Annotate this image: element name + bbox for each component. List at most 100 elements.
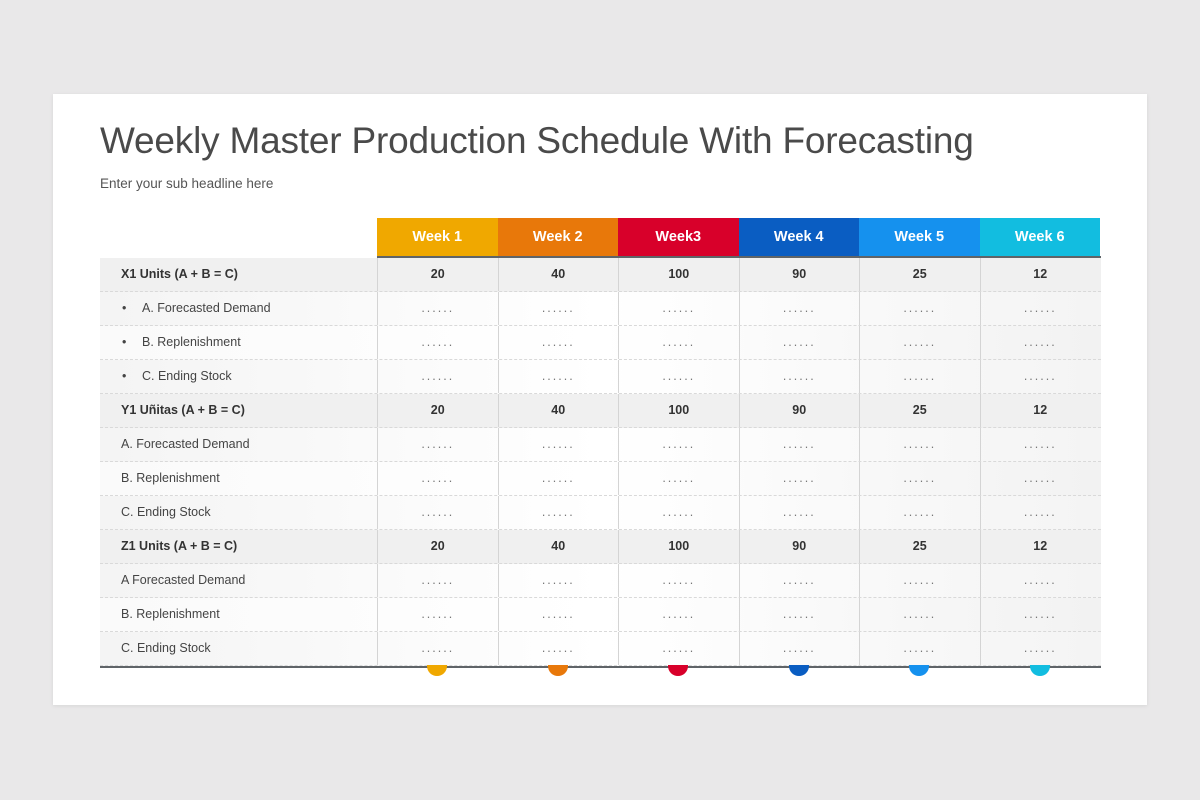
- table-cell: ......: [738, 564, 860, 597]
- table-row: A Forecasted Demand.....................…: [100, 564, 1101, 598]
- table-cell: ......: [377, 326, 498, 359]
- table-cell: 90: [738, 258, 860, 291]
- schedule-table: Week 1 Week 2 Week3 Week 4 Week 5 Week 6 X1 U…: [100, 218, 1101, 680]
- table-cell: ......: [738, 462, 860, 495]
- row-label: • A. Forecasted Demand: [122, 292, 271, 325]
- bullet-icon: •: [122, 301, 127, 315]
- table-cell: ......: [738, 598, 860, 631]
- table-cell: 40: [497, 394, 619, 427]
- table-cell: ......: [377, 496, 498, 529]
- table-row: • A. Forecasted Demand...................…: [100, 292, 1101, 326]
- page-title: Weekly Master Production Schedule With F…: [100, 120, 974, 161]
- week-header-4: Week 4: [738, 218, 859, 256]
- table-cell: ......: [859, 326, 980, 359]
- table-cell: 12: [979, 530, 1101, 563]
- table-body: X1 Units (A + B = C) 20 40 100 90 25 12 • A. For…: [100, 258, 1101, 668]
- table-cell: ......: [618, 496, 739, 529]
- table-cell: ......: [738, 326, 860, 359]
- row-label-text: A Forecasted Demand: [121, 573, 246, 587]
- row-label-text: C. Ending Stock: [142, 369, 232, 383]
- week-header-6: Week 6: [979, 218, 1100, 256]
- row-label-text: A. Forecasted Demand: [121, 437, 250, 451]
- row-label-text: B. Replenishment: [121, 471, 220, 485]
- table-cell: ......: [979, 598, 1101, 631]
- week-marker-4: [788, 665, 809, 676]
- row-label: A Forecasted Demand: [121, 564, 245, 597]
- table-cell: ......: [859, 564, 980, 597]
- table-row: • C. Ending Stock........................…: [100, 360, 1101, 394]
- table-cell: ......: [859, 462, 980, 495]
- row-label-text: C. Ending Stock: [121, 505, 211, 519]
- table-cell: ......: [979, 428, 1101, 461]
- table-cell: ......: [497, 632, 619, 665]
- table-row: C. Ending Stock.........................…: [100, 632, 1101, 666]
- table-row: Y1 Uñitas (A + B = C) 20 40 100 90 25 12: [100, 394, 1101, 428]
- table-cell: 25: [859, 394, 980, 427]
- row-label-text: B. Replenishment: [142, 335, 241, 349]
- row-label: B. Replenishment: [121, 598, 220, 631]
- table-row: A. Forecasted Demand....................…: [100, 428, 1101, 462]
- table-cell: 100: [618, 394, 739, 427]
- table-cell: ......: [618, 360, 739, 393]
- table-cell: ......: [497, 598, 619, 631]
- table-cell: ......: [497, 360, 619, 393]
- table-cell: ......: [497, 496, 619, 529]
- table-cell: ......: [618, 564, 739, 597]
- table-cell: ......: [618, 598, 739, 631]
- table-cell: ......: [497, 428, 619, 461]
- table-cell: ......: [979, 292, 1101, 325]
- table-cell: ......: [377, 462, 498, 495]
- row-label: Y1 Uñitas (A + B = C): [121, 394, 245, 427]
- page-subtitle: Enter your sub headline here: [100, 176, 274, 191]
- table-cell: ......: [859, 428, 980, 461]
- table-cell: ......: [738, 292, 860, 325]
- table-cell: ......: [618, 292, 739, 325]
- table-cell: ......: [497, 462, 619, 495]
- table-cell: ......: [618, 632, 739, 665]
- table-cell: ......: [497, 326, 619, 359]
- row-label: X1 Units (A + B = C): [121, 258, 238, 291]
- table-cell: 40: [497, 530, 619, 563]
- table-cell: ......: [979, 326, 1101, 359]
- table-row: Z1 Units (A + B = C) 20 40 100 90 25 12: [100, 530, 1101, 564]
- table-cell: ......: [738, 496, 860, 529]
- week-header-2: Week 2: [497, 218, 618, 256]
- table-cell: ......: [979, 564, 1101, 597]
- slide: Weekly Master Production Schedule With F…: [53, 94, 1147, 705]
- bullet-icon: •: [122, 369, 127, 383]
- bullet-icon: •: [122, 335, 127, 349]
- table-cell: ......: [979, 462, 1101, 495]
- header-divider: [377, 256, 1101, 258]
- week-markers: [100, 665, 1101, 680]
- table-cell: ......: [618, 462, 739, 495]
- week-header-5: Week 5: [859, 218, 980, 256]
- row-label: B. Replenishment: [121, 462, 220, 495]
- table-cell: 25: [859, 530, 980, 563]
- table-cell: ......: [738, 428, 860, 461]
- week-marker-5: [909, 665, 930, 676]
- row-label: C. Ending Stock: [121, 496, 211, 529]
- table-cell: ......: [979, 360, 1101, 393]
- table-cell: 40: [497, 258, 619, 291]
- row-label-text: X1 Units (A + B = C): [121, 267, 238, 281]
- week-marker-2: [547, 665, 568, 676]
- table-cell: ......: [618, 428, 739, 461]
- row-label: • B. Replenishment: [122, 326, 241, 359]
- table-cell: ......: [859, 292, 980, 325]
- table-cell: ......: [377, 564, 498, 597]
- row-label: Z1 Units (A + B = C): [121, 530, 237, 563]
- table-row: • B. Replenishment.......................…: [100, 326, 1101, 360]
- table-cell: ......: [979, 632, 1101, 665]
- row-label-text: C. Ending Stock: [121, 641, 211, 655]
- week-marker-1: [427, 665, 448, 676]
- week-header-1: Week 1: [377, 218, 498, 256]
- table-cell: ......: [497, 292, 619, 325]
- table-row: C. Ending Stock.........................…: [100, 496, 1101, 530]
- table-cell: ......: [738, 360, 860, 393]
- week-marker-6: [1029, 665, 1050, 676]
- table-cell: 12: [979, 258, 1101, 291]
- table-cell: ......: [859, 632, 980, 665]
- table-cell: 90: [738, 394, 860, 427]
- table-header-row: Week 1 Week 2 Week3 Week 4 Week 5 Week 6: [100, 218, 1101, 256]
- week-marker-3: [668, 665, 689, 676]
